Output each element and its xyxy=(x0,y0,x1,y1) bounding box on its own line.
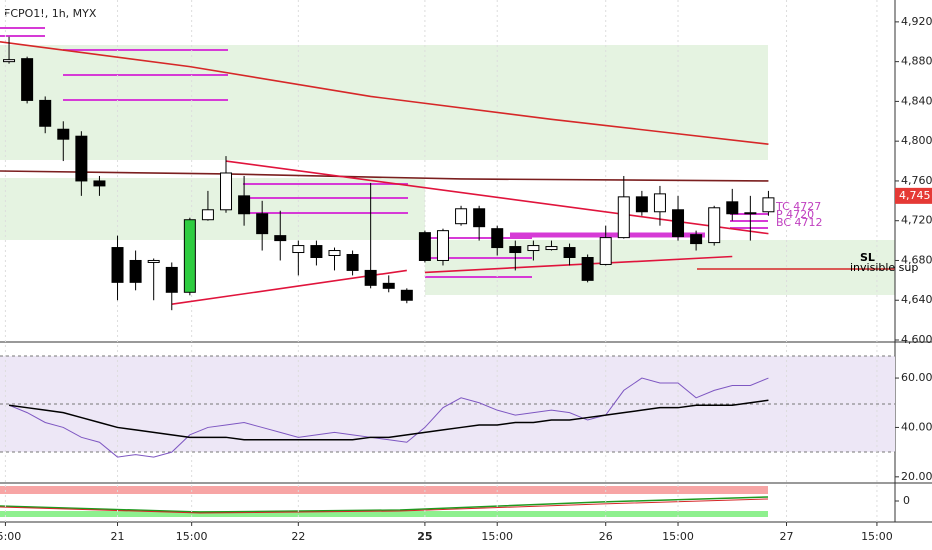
candle-body xyxy=(455,208,468,225)
candle-body xyxy=(635,196,648,213)
annotation: BC 4712 xyxy=(776,216,823,229)
zone xyxy=(0,178,425,240)
x-tick-label: 15:00 xyxy=(662,530,694,543)
candle-body xyxy=(473,208,486,228)
candle-body xyxy=(256,213,269,235)
y-tick-label: 4,800 xyxy=(901,134,932,147)
rsi-line xyxy=(8,377,769,458)
candle-body xyxy=(201,209,214,221)
osc-band xyxy=(0,511,768,517)
candle-body xyxy=(75,135,88,182)
y-tick-label: 4,680 xyxy=(901,253,932,266)
candle-body xyxy=(238,195,251,215)
y-tick-label: 0 xyxy=(903,494,910,507)
y-tick-label: 4,880 xyxy=(901,55,932,68)
y-tick-label: 60.00 xyxy=(901,371,932,384)
y-tick-label: 4,720 xyxy=(901,214,932,227)
candle-body xyxy=(147,259,160,263)
annotation: P 4720 xyxy=(776,208,814,221)
candle-body xyxy=(310,245,323,258)
indicator-line xyxy=(0,40,769,145)
annotation: SL xyxy=(860,251,875,264)
candle-body xyxy=(672,209,685,238)
candle-body xyxy=(653,193,666,213)
candle-body xyxy=(183,219,196,293)
candle-body xyxy=(39,99,52,127)
candle-body xyxy=(762,197,775,213)
candle-body xyxy=(744,212,757,215)
candle-body xyxy=(3,59,16,63)
candle-body xyxy=(364,269,377,286)
candle-body xyxy=(21,58,34,101)
indicator-line xyxy=(424,255,733,274)
last-price-box xyxy=(895,187,932,204)
candle-body xyxy=(57,128,70,140)
candle-body xyxy=(509,246,522,254)
x-tick-label: 27 xyxy=(780,530,794,543)
candle-body xyxy=(726,201,739,215)
y-tick-label: 4,600 xyxy=(901,333,932,346)
x-tick-label: 22 xyxy=(291,530,305,543)
candle-body xyxy=(292,245,305,254)
candle-body xyxy=(617,196,630,239)
last-price-label: 4,745 xyxy=(899,189,931,202)
y-tick-label: 4,760 xyxy=(901,174,932,187)
candle-body xyxy=(328,250,341,257)
osc-line xyxy=(0,496,769,513)
rsi-ma-line xyxy=(8,399,769,441)
candle-body xyxy=(274,235,287,242)
candle-body xyxy=(165,266,178,293)
y-tick-label: 4,640 xyxy=(901,293,932,306)
x-tick-label: 15:00 xyxy=(861,530,893,543)
candle-body xyxy=(400,289,413,301)
candle-body xyxy=(418,232,431,261)
y-tick-label: 4,920 xyxy=(901,15,932,28)
annotation: TC 4727 xyxy=(775,200,821,213)
candle-body xyxy=(581,256,594,281)
candle-body xyxy=(436,230,449,261)
candle-body xyxy=(129,259,142,283)
candle-body xyxy=(563,247,576,258)
candle-body xyxy=(527,245,540,252)
candle-body xyxy=(491,228,504,249)
y-tick-label: 20.00 xyxy=(901,470,932,483)
zone xyxy=(0,45,768,160)
chart-title: FCPO1!, 1h, MYX xyxy=(4,7,97,20)
annotation: invisible sup xyxy=(850,261,918,274)
x-tick-label: 25 xyxy=(417,530,432,543)
candle-body xyxy=(93,180,106,187)
x-tick-label: 15:00 xyxy=(481,530,513,543)
x-tick-label: 21 xyxy=(111,530,125,543)
candle-body xyxy=(220,172,233,211)
x-tick-label: 26 xyxy=(599,530,613,543)
y-tick-label: 4,840 xyxy=(901,94,932,107)
candle-body xyxy=(545,246,558,251)
osc-line xyxy=(0,498,769,514)
candle-body xyxy=(382,282,395,289)
x-tick-label: 15:00 xyxy=(176,530,208,543)
candle-body xyxy=(708,207,721,244)
candle-body xyxy=(346,254,359,271)
y-tick-label: 40.00 xyxy=(901,420,932,433)
candle-body xyxy=(599,237,612,265)
candle-body xyxy=(111,247,124,283)
x-tick-label: 15:00 xyxy=(0,530,21,543)
candle-body xyxy=(690,234,703,245)
zone xyxy=(425,240,895,295)
osc-band xyxy=(0,486,768,494)
